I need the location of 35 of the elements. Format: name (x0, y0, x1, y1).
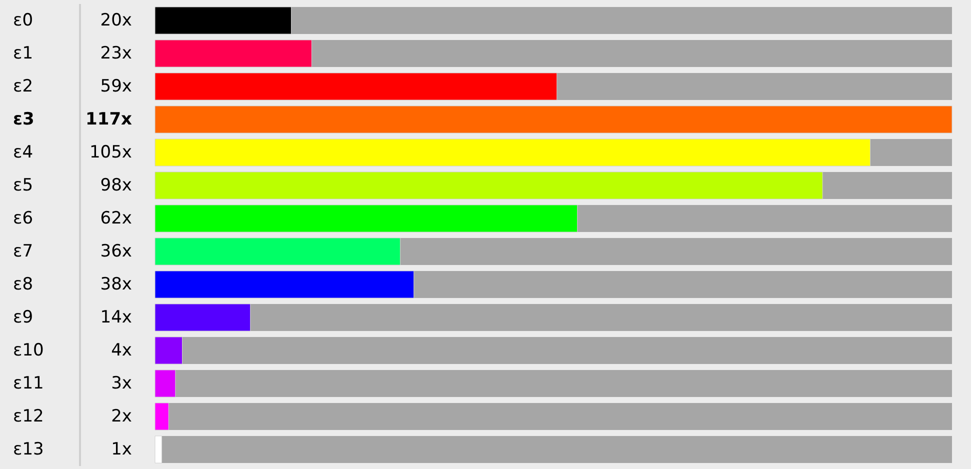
bar (154, 370, 176, 398)
bar (154, 40, 312, 68)
bar (154, 304, 251, 332)
y-tick-label: ε1 (13, 44, 34, 64)
bar (154, 436, 162, 464)
data-label: 2x (111, 406, 132, 426)
data-label: 3x (111, 374, 132, 394)
y-tick-label: ε10 (13, 340, 44, 360)
bar (154, 6, 292, 34)
data-label: 36x (100, 242, 132, 262)
data-label: 4x (111, 340, 132, 360)
data-label: 59x (100, 76, 132, 96)
y-tick-label: ε6 (13, 208, 34, 228)
y-tick-label: ε9 (13, 308, 34, 328)
data-label: 20x (100, 10, 132, 30)
y-tick-label: ε4 (13, 142, 34, 162)
data-label: 14x (100, 308, 132, 328)
data-label: 105x (89, 142, 132, 162)
y-tick-label: ε2 (13, 76, 34, 96)
y-tick-label: ε8 (13, 274, 34, 294)
y-tick-label: ε12 (13, 406, 44, 426)
bar (154, 336, 182, 364)
y-tick-label: ε7 (13, 242, 34, 262)
data-label: 117x (86, 110, 132, 130)
bar (154, 402, 169, 430)
y-tick-label: ε5 (13, 176, 34, 196)
data-label: 23x (100, 44, 132, 64)
y-tick-label: ε11 (13, 374, 44, 394)
y-tick-label: ε0 (13, 10, 34, 30)
y-tick-label: ε3 (13, 110, 34, 130)
data-label: 1x (111, 440, 132, 460)
y-tick-label: ε13 (13, 440, 44, 460)
data-label: 98x (100, 176, 132, 196)
data-label: 62x (100, 208, 132, 228)
data-label: 38x (100, 274, 132, 294)
